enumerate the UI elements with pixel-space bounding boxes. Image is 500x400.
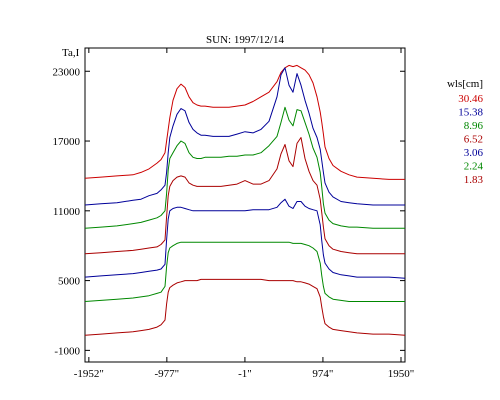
y-tick-label: 5000 xyxy=(58,276,81,288)
series-layer xyxy=(84,64,406,336)
x-tick-label: 1950" xyxy=(388,368,415,380)
y-tick-label: -1000 xyxy=(54,345,80,357)
x-tick-label: -1952" xyxy=(74,368,104,380)
legend-item: 6.52 xyxy=(464,134,483,146)
legend-item: 1.83 xyxy=(464,174,484,186)
series-line-1 xyxy=(84,64,405,180)
y-tick-label: 17000 xyxy=(53,136,81,148)
x-tick-label: 974" xyxy=(312,368,333,380)
x-ticks: -1952" -977" -1" 974" 1950" xyxy=(74,48,414,380)
legend-title: wls[cm] xyxy=(447,78,483,90)
plot-frame xyxy=(84,47,406,363)
legend-item: 3.06 xyxy=(464,147,484,159)
series-line-2 xyxy=(84,67,405,206)
series-line-7 xyxy=(84,278,406,336)
x-tick-label: -1" xyxy=(238,368,252,380)
series-line-6 xyxy=(84,241,405,302)
series-line-4 xyxy=(84,137,405,255)
y-axis-label: Ta,I xyxy=(62,47,80,59)
x-tick-label: -977" xyxy=(155,368,180,380)
y-tick-label: 11000 xyxy=(53,206,81,218)
series-line-5 xyxy=(84,198,406,279)
chart-title: SUN: 1997/12/14 xyxy=(206,34,284,46)
y-tick-label: 23000 xyxy=(53,66,81,78)
legend-item: 2.24 xyxy=(464,161,484,173)
legend: 30.46 15.388.96 6.523.06 2.241.83 xyxy=(458,93,483,186)
series-line-3 xyxy=(84,106,405,229)
y-ticks: -1000 5000 11000 17000 23000 xyxy=(53,66,405,357)
legend-item: 30.46 xyxy=(458,93,483,105)
legend-item: 15.38 xyxy=(458,107,483,119)
legend-item: 8.96 xyxy=(464,120,484,132)
